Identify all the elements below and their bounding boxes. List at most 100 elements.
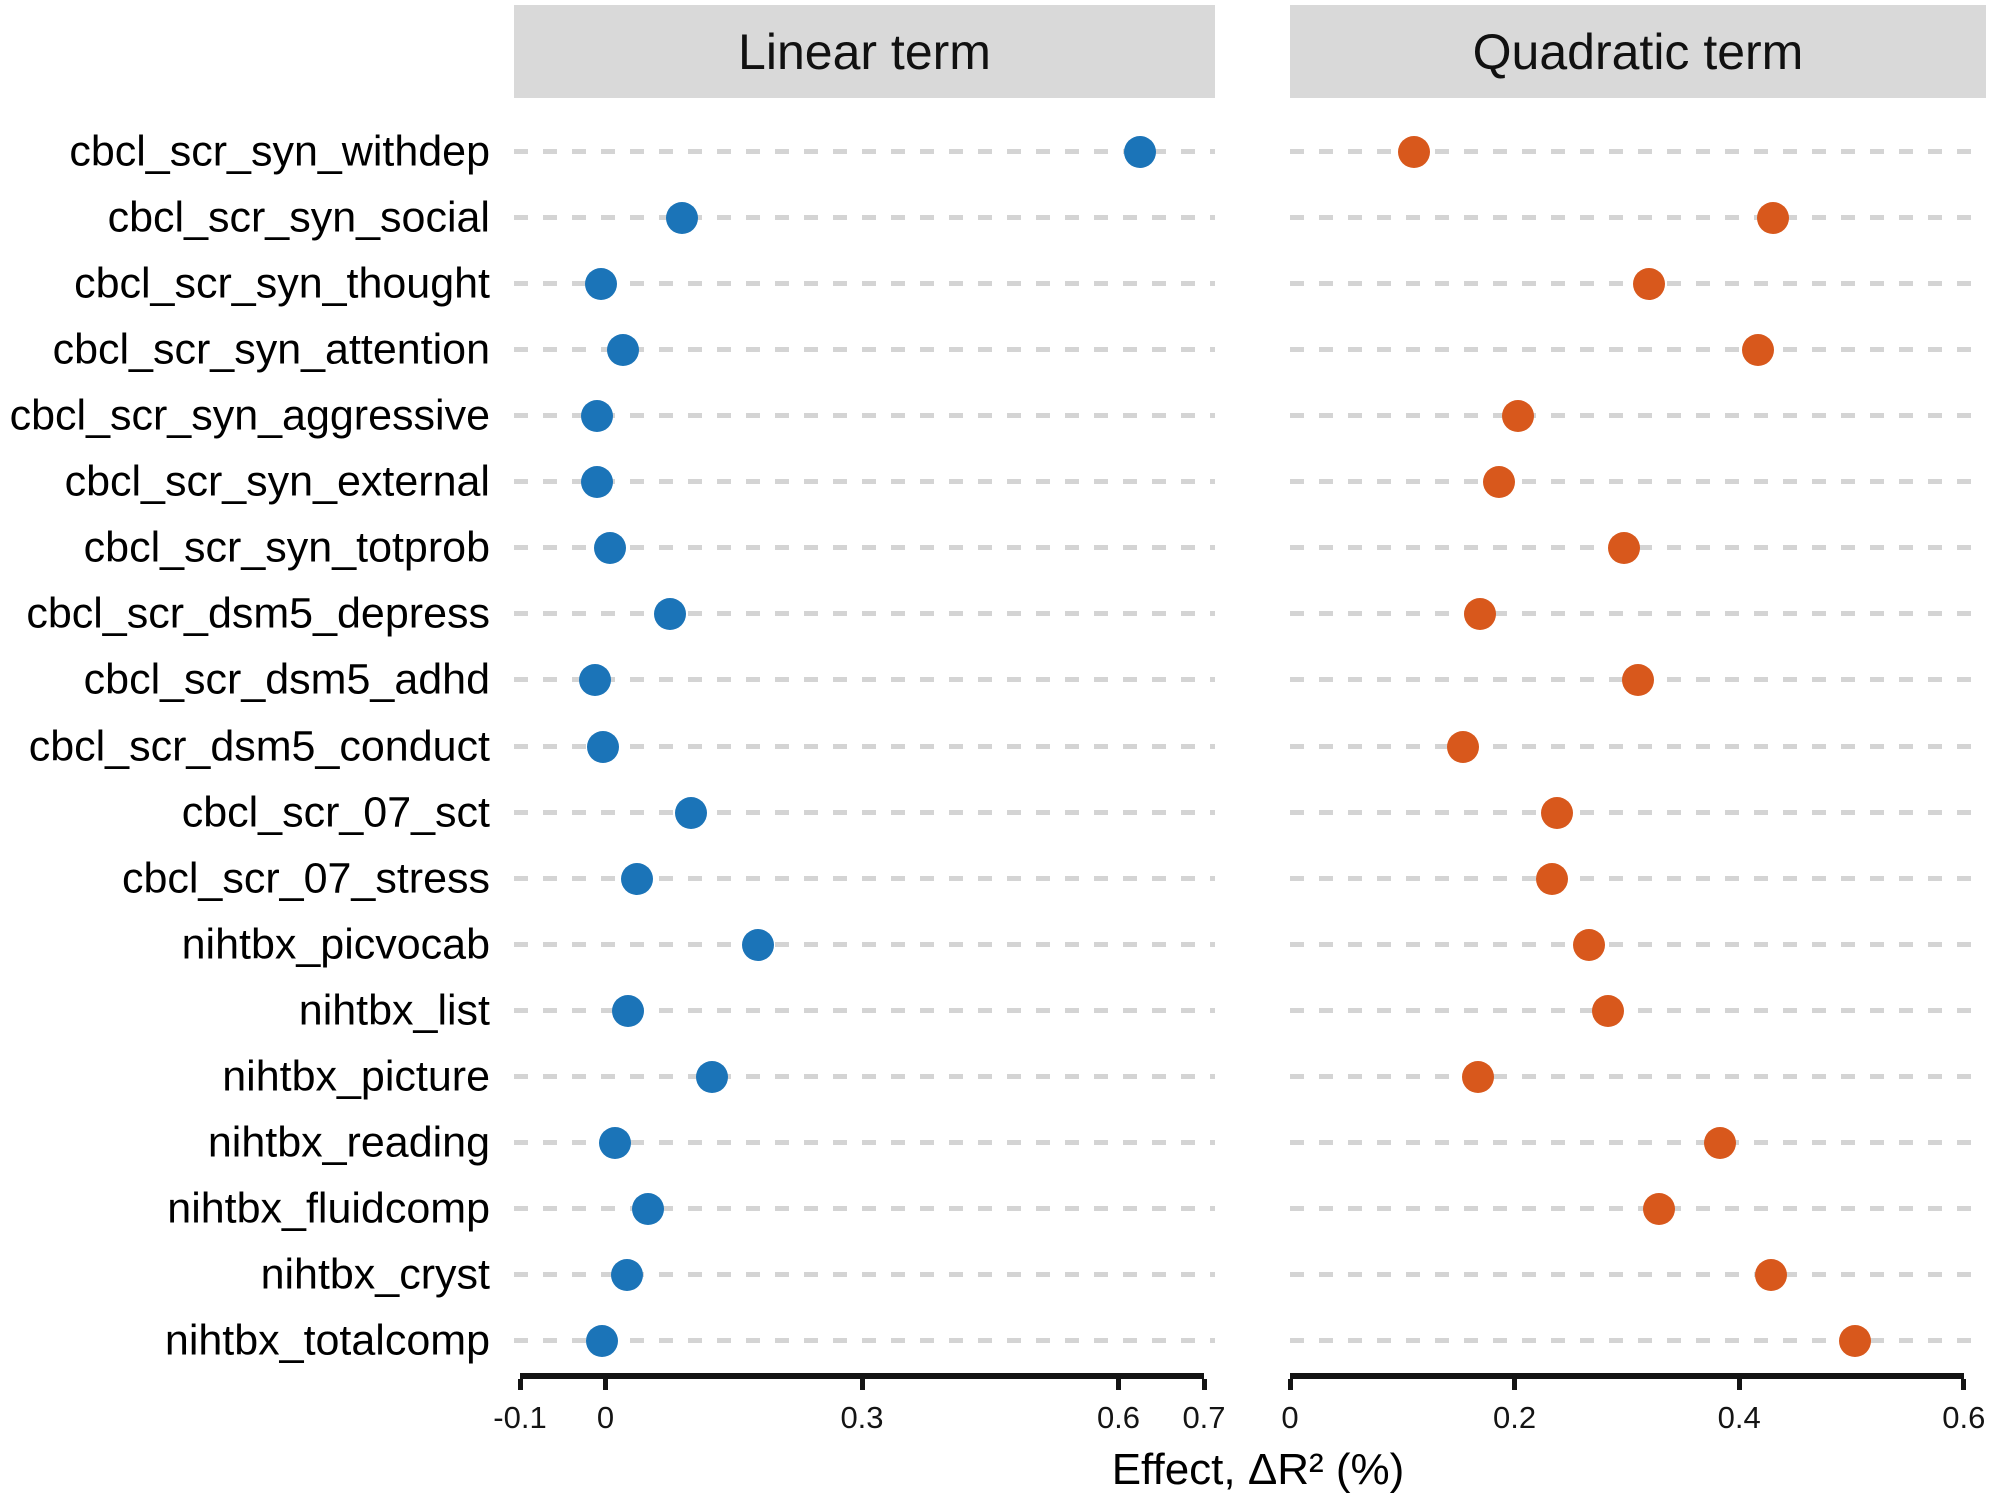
x-axis-tick	[1201, 1379, 1207, 1390]
data-point-quadratic	[1838, 1325, 1871, 1358]
gridline	[1290, 743, 1986, 749]
gridline	[1290, 611, 1986, 617]
data-point-quadratic	[1704, 1126, 1737, 1159]
y-axis-label: nihtbx_list	[298, 986, 490, 1035]
y-axis-label: cbcl_scr_07_stress	[121, 854, 490, 903]
x-axis-tick-label: 0.4	[1717, 1400, 1761, 1435]
y-axis-label: cbcl_scr_07_sct	[181, 788, 490, 837]
x-axis-tick-label: 0.7	[1182, 1400, 1226, 1435]
gridline	[1290, 875, 1986, 881]
data-point-linear	[606, 334, 639, 367]
y-axis-label: cbcl_scr_syn_withdep	[69, 127, 490, 176]
y-axis-label: cbcl_scr_syn_totprob	[83, 523, 490, 572]
y-axis-label: cbcl_scr_syn_attention	[52, 325, 490, 374]
data-point-linear	[653, 598, 686, 631]
x-axis-tick	[603, 1379, 608, 1390]
data-point-linear	[593, 532, 626, 565]
data-point-quadratic	[1397, 136, 1430, 168]
data-point-linear	[741, 928, 774, 961]
x-axis-tick-label: 0.3	[840, 1400, 884, 1435]
data-point-quadratic	[1622, 664, 1655, 697]
data-point-linear	[675, 796, 707, 829]
data-point-quadratic	[1501, 400, 1534, 433]
x-axis-tick	[1287, 1379, 1293, 1390]
data-point-linear	[585, 268, 618, 301]
gridline	[514, 281, 1215, 287]
x-axis-tick	[1961, 1379, 1967, 1390]
x-axis-tick-label: 0.2	[1493, 1400, 1537, 1435]
data-point-quadratic	[1742, 334, 1775, 367]
data-point-linear	[580, 466, 613, 499]
gridline	[1290, 1073, 1986, 1079]
data-point-quadratic	[1633, 268, 1666, 301]
gridline	[514, 875, 1215, 881]
y-axis-label: nihtbx_reading	[207, 1118, 490, 1167]
gridline	[1290, 1338, 1986, 1344]
gridline	[1290, 1139, 1986, 1145]
gridline	[514, 941, 1215, 947]
data-point-quadratic	[1607, 532, 1640, 565]
x-axis-tick-label: 0	[596, 1400, 615, 1435]
x-axis-tick	[1116, 1379, 1121, 1390]
panel-strip-linear-term: Linear term	[514, 5, 1215, 98]
gridline	[514, 1139, 1215, 1145]
data-point-quadratic	[1446, 730, 1479, 763]
data-point-linear	[666, 202, 699, 235]
x-axis-tick	[517, 1379, 523, 1390]
y-axis-label: cbcl_scr_dsm5_depress	[26, 589, 490, 638]
gridline	[1290, 347, 1986, 353]
x-axis-line	[1290, 1373, 1964, 1379]
gridline	[514, 479, 1215, 485]
y-axis-label: cbcl_scr_syn_thought	[74, 259, 490, 308]
y-axis-label: cbcl_scr_syn_social	[107, 193, 490, 242]
data-point-quadratic	[1754, 1259, 1787, 1292]
gridline	[514, 677, 1215, 683]
data-point-linear	[579, 664, 612, 697]
y-axis-label: nihtbx_picture	[222, 1052, 490, 1101]
gridline	[514, 1007, 1215, 1013]
gridline	[1290, 1007, 1986, 1013]
data-point-linear	[632, 1192, 665, 1225]
gridline	[514, 611, 1215, 617]
gridline	[1290, 809, 1986, 815]
gridline	[514, 347, 1215, 353]
y-axis-label: nihtbx_fluidcomp	[167, 1184, 490, 1233]
data-point-quadratic	[1541, 796, 1574, 829]
x-axis-tick-label: -0.1	[493, 1400, 547, 1435]
data-point-quadratic	[1482, 466, 1515, 499]
gridline	[514, 1073, 1215, 1079]
data-point-linear	[586, 730, 619, 763]
gridline	[514, 743, 1215, 749]
panel-strip-quadratic-term: Quadratic term	[1290, 5, 1986, 98]
gridline	[1290, 941, 1986, 947]
data-point-quadratic	[1643, 1192, 1676, 1225]
gridline	[1290, 479, 1986, 485]
data-point-linear	[621, 862, 654, 895]
data-point-linear	[610, 1259, 643, 1292]
data-point-linear	[580, 400, 613, 433]
gridline	[1290, 413, 1986, 419]
x-axis-tick	[859, 1379, 865, 1390]
data-point-quadratic	[1591, 994, 1624, 1027]
gridline	[514, 1338, 1215, 1344]
y-axis-label: nihtbx_totalcomp	[164, 1316, 490, 1365]
data-point-linear	[586, 1325, 619, 1358]
gridline	[514, 413, 1215, 419]
y-axis-label: cbcl_scr_syn_aggressive	[9, 391, 490, 440]
gridline	[1290, 1205, 1986, 1211]
gridline	[1290, 215, 1986, 221]
y-axis-label: cbcl_scr_dsm5_conduct	[28, 722, 490, 771]
gridline	[514, 545, 1215, 551]
data-point-quadratic	[1461, 1060, 1494, 1093]
y-axis-label: cbcl_scr_syn_external	[64, 457, 490, 506]
data-point-linear	[598, 1126, 631, 1159]
x-axis-tick-label: 0.6	[1096, 1400, 1141, 1435]
gridline	[514, 215, 1215, 221]
data-point-quadratic	[1463, 598, 1496, 631]
data-point-linear	[1123, 136, 1156, 168]
y-axis-label: nihtbx_cryst	[260, 1250, 490, 1299]
y-axis-label: cbcl_scr_dsm5_adhd	[83, 655, 490, 704]
y-axis-label: nihtbx_picvocab	[181, 920, 490, 969]
data-point-quadratic	[1572, 928, 1605, 961]
